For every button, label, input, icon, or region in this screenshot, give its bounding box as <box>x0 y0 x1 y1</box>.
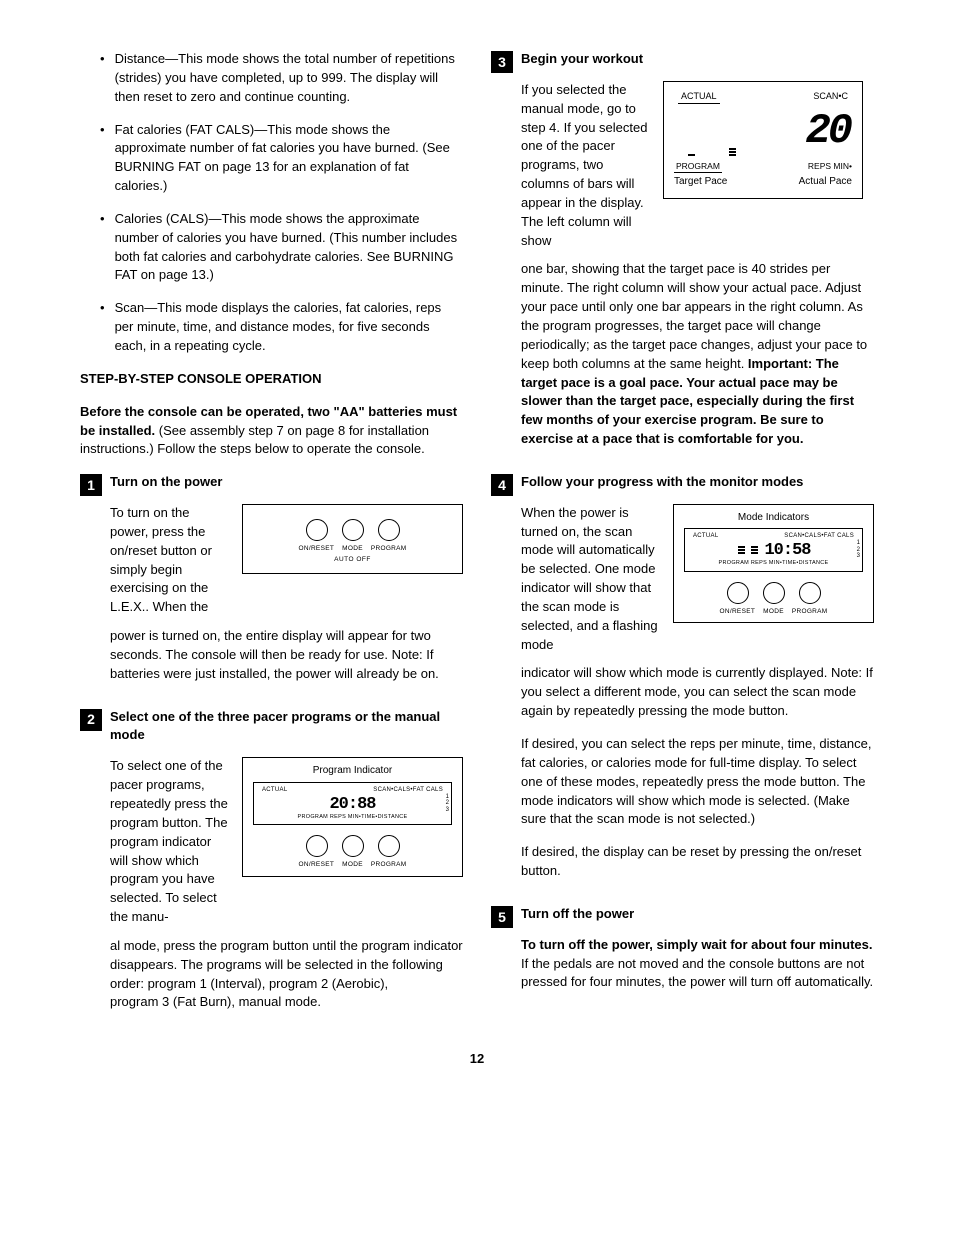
fig4-label-onreset: ON/RESET <box>719 607 755 616</box>
fig2-label-mode: MODE <box>342 860 363 869</box>
right-column: 3 Begin your workout If you selected the… <box>491 50 874 1022</box>
fig2-btn1-icon <box>306 835 328 857</box>
mode-button-icon <box>342 519 364 541</box>
step-2-text-b: al mode, press the program button until … <box>110 937 463 994</box>
bullet-scan: Scan—This mode displays the calories, fa… <box>80 299 463 356</box>
fig4-lcd-mid: 10:58 <box>764 541 810 560</box>
fig3-mid-prog: PROGRAM <box>674 160 722 173</box>
fig4-title: Mode Indicators <box>678 511 869 526</box>
step-5: 5 Turn off the power To turn off the pow… <box>491 905 874 1006</box>
step-1-text-a: To turn on the power, press the on/reset… <box>110 504 230 617</box>
step-5-title: Turn off the power <box>521 905 874 924</box>
fig2-label-program: PROGRAM <box>371 860 407 869</box>
fig4-label-program: PROGRAM <box>792 607 828 616</box>
fig3-mid-reps: REPS MIN• <box>808 160 852 173</box>
step-5-text: To turn off the power, simply wait for a… <box>521 936 874 993</box>
fig4-lcd-top-l: ACTUAL <box>693 532 718 541</box>
page-number: 12 <box>80 1050 874 1069</box>
step-number-3: 3 <box>491 51 513 73</box>
left-column: Distance—This mode shows the total numbe… <box>80 50 463 1022</box>
step-1: 1 Turn on the power To turn on the power… <box>80 473 463 697</box>
auto-off-label: AUTO OFF <box>247 555 458 564</box>
step-3-figure: ACTUAL SCAN•C 20 PROGRAM REP <box>663 81 863 199</box>
fig4-label-mode: MODE <box>763 607 784 616</box>
fig4-bars-l <box>736 546 760 554</box>
bullet-distance: Distance—This mode shows the total numbe… <box>80 50 463 107</box>
step-4-text-a: When the power is turned on, the scan mo… <box>521 504 661 655</box>
step-4-text-c: If desired, you can select the reps per … <box>521 735 874 829</box>
fig3-top-actual: ACTUAL <box>678 90 720 104</box>
fig4-lcd-top-r: SCAN•CALS•FAT CALS <box>784 532 854 541</box>
intro-paragraph: Before the console can be operated, two … <box>80 403 463 460</box>
step-1-title: Turn on the power <box>110 473 463 492</box>
step-number-1: 1 <box>80 474 102 496</box>
fig2-title: Program Indicator <box>247 764 458 779</box>
step-4: 4 Follow your progress with the monitor … <box>491 473 874 895</box>
fig2-btn3-icon <box>378 835 400 857</box>
section-heading: STEP-BY-STEP CONSOLE OPERATION <box>80 370 463 389</box>
btn-label-program: PROGRAM <box>371 544 407 553</box>
fig4-btn2-icon <box>763 582 785 604</box>
step-3-text-b: one bar, showing that the target pace is… <box>521 260 874 448</box>
bullet-fat-cals: Fat calories (FAT CALS)—This mode shows … <box>80 121 463 196</box>
onreset-button-icon <box>306 519 328 541</box>
step-number-2: 2 <box>80 709 102 731</box>
step-3-title: Begin your workout <box>521 50 874 69</box>
step-1-text-b: power is turned on, the entire display w… <box>110 627 463 684</box>
fig4-lcd-bot: PROGRAM REPS MIN•TIME•DISTANCE <box>689 560 858 568</box>
step-2: 2 Select one of the three pacer programs… <box>80 708 463 1013</box>
bullet-cals: Calories (CALS)—This mode shows the appr… <box>80 210 463 285</box>
btn-label-mode: MODE <box>342 544 363 553</box>
fig2-lcd-mid: 20:88 <box>258 795 447 814</box>
fig2-lcd-bot: PROGRAM REPS MIN•TIME•DISTANCE <box>258 814 447 822</box>
step-4-text-b: indicator will show which mode is curren… <box>521 664 874 721</box>
step-3: 3 Begin your workout If you selected the… <box>491 50 874 463</box>
fig4-side-nums: 123 <box>857 540 860 560</box>
step-4-text-d: If desired, the display can be reset by … <box>521 843 874 881</box>
fig3-bot-l: Target Pace <box>674 175 727 190</box>
fig3-top-scan: SCAN•C <box>813 90 848 104</box>
fig4-btn1-icon <box>727 582 749 604</box>
step-2-text-a: To select one of the pacer programs, rep… <box>110 757 230 927</box>
fig2-label-onreset: ON/RESET <box>298 860 334 869</box>
step-3-text-a: If you selected the manual mode, go to s… <box>521 81 651 251</box>
fig2-btn2-icon <box>342 835 364 857</box>
step-4-title: Follow your progress with the monitor mo… <box>521 473 874 492</box>
step-2-title: Select one of the three pacer programs o… <box>110 708 463 746</box>
two-column-layout: Distance—This mode shows the total numbe… <box>80 50 874 1022</box>
fig2-lcd-top-l: ACTUAL <box>262 786 287 795</box>
program-button-icon <box>378 519 400 541</box>
fig4-btn3-icon <box>799 582 821 604</box>
step-2-figure: Program Indicator ACTUAL SCAN•CALS•FAT CA… <box>242 757 463 877</box>
fig3-bot-r: Actual Pace <box>799 175 852 190</box>
step-1-figure: ON/RESET MODE PROGRAM AUTO OFF <box>242 504 463 574</box>
fig2-side-nums: 123 <box>446 794 449 814</box>
step-number-5: 5 <box>491 906 513 928</box>
step-number-4: 4 <box>491 474 513 496</box>
fig2-lcd-top-r: SCAN•CALS•FAT CALS <box>373 786 443 795</box>
btn-label-onreset: ON/RESET <box>298 544 334 553</box>
step-4-figure: Mode Indicators ACTUAL SCAN•CALS•FAT CALS… <box>673 504 874 624</box>
step-2-text-c: program 3 (Fat Burn), manual mode. <box>110 993 463 1012</box>
